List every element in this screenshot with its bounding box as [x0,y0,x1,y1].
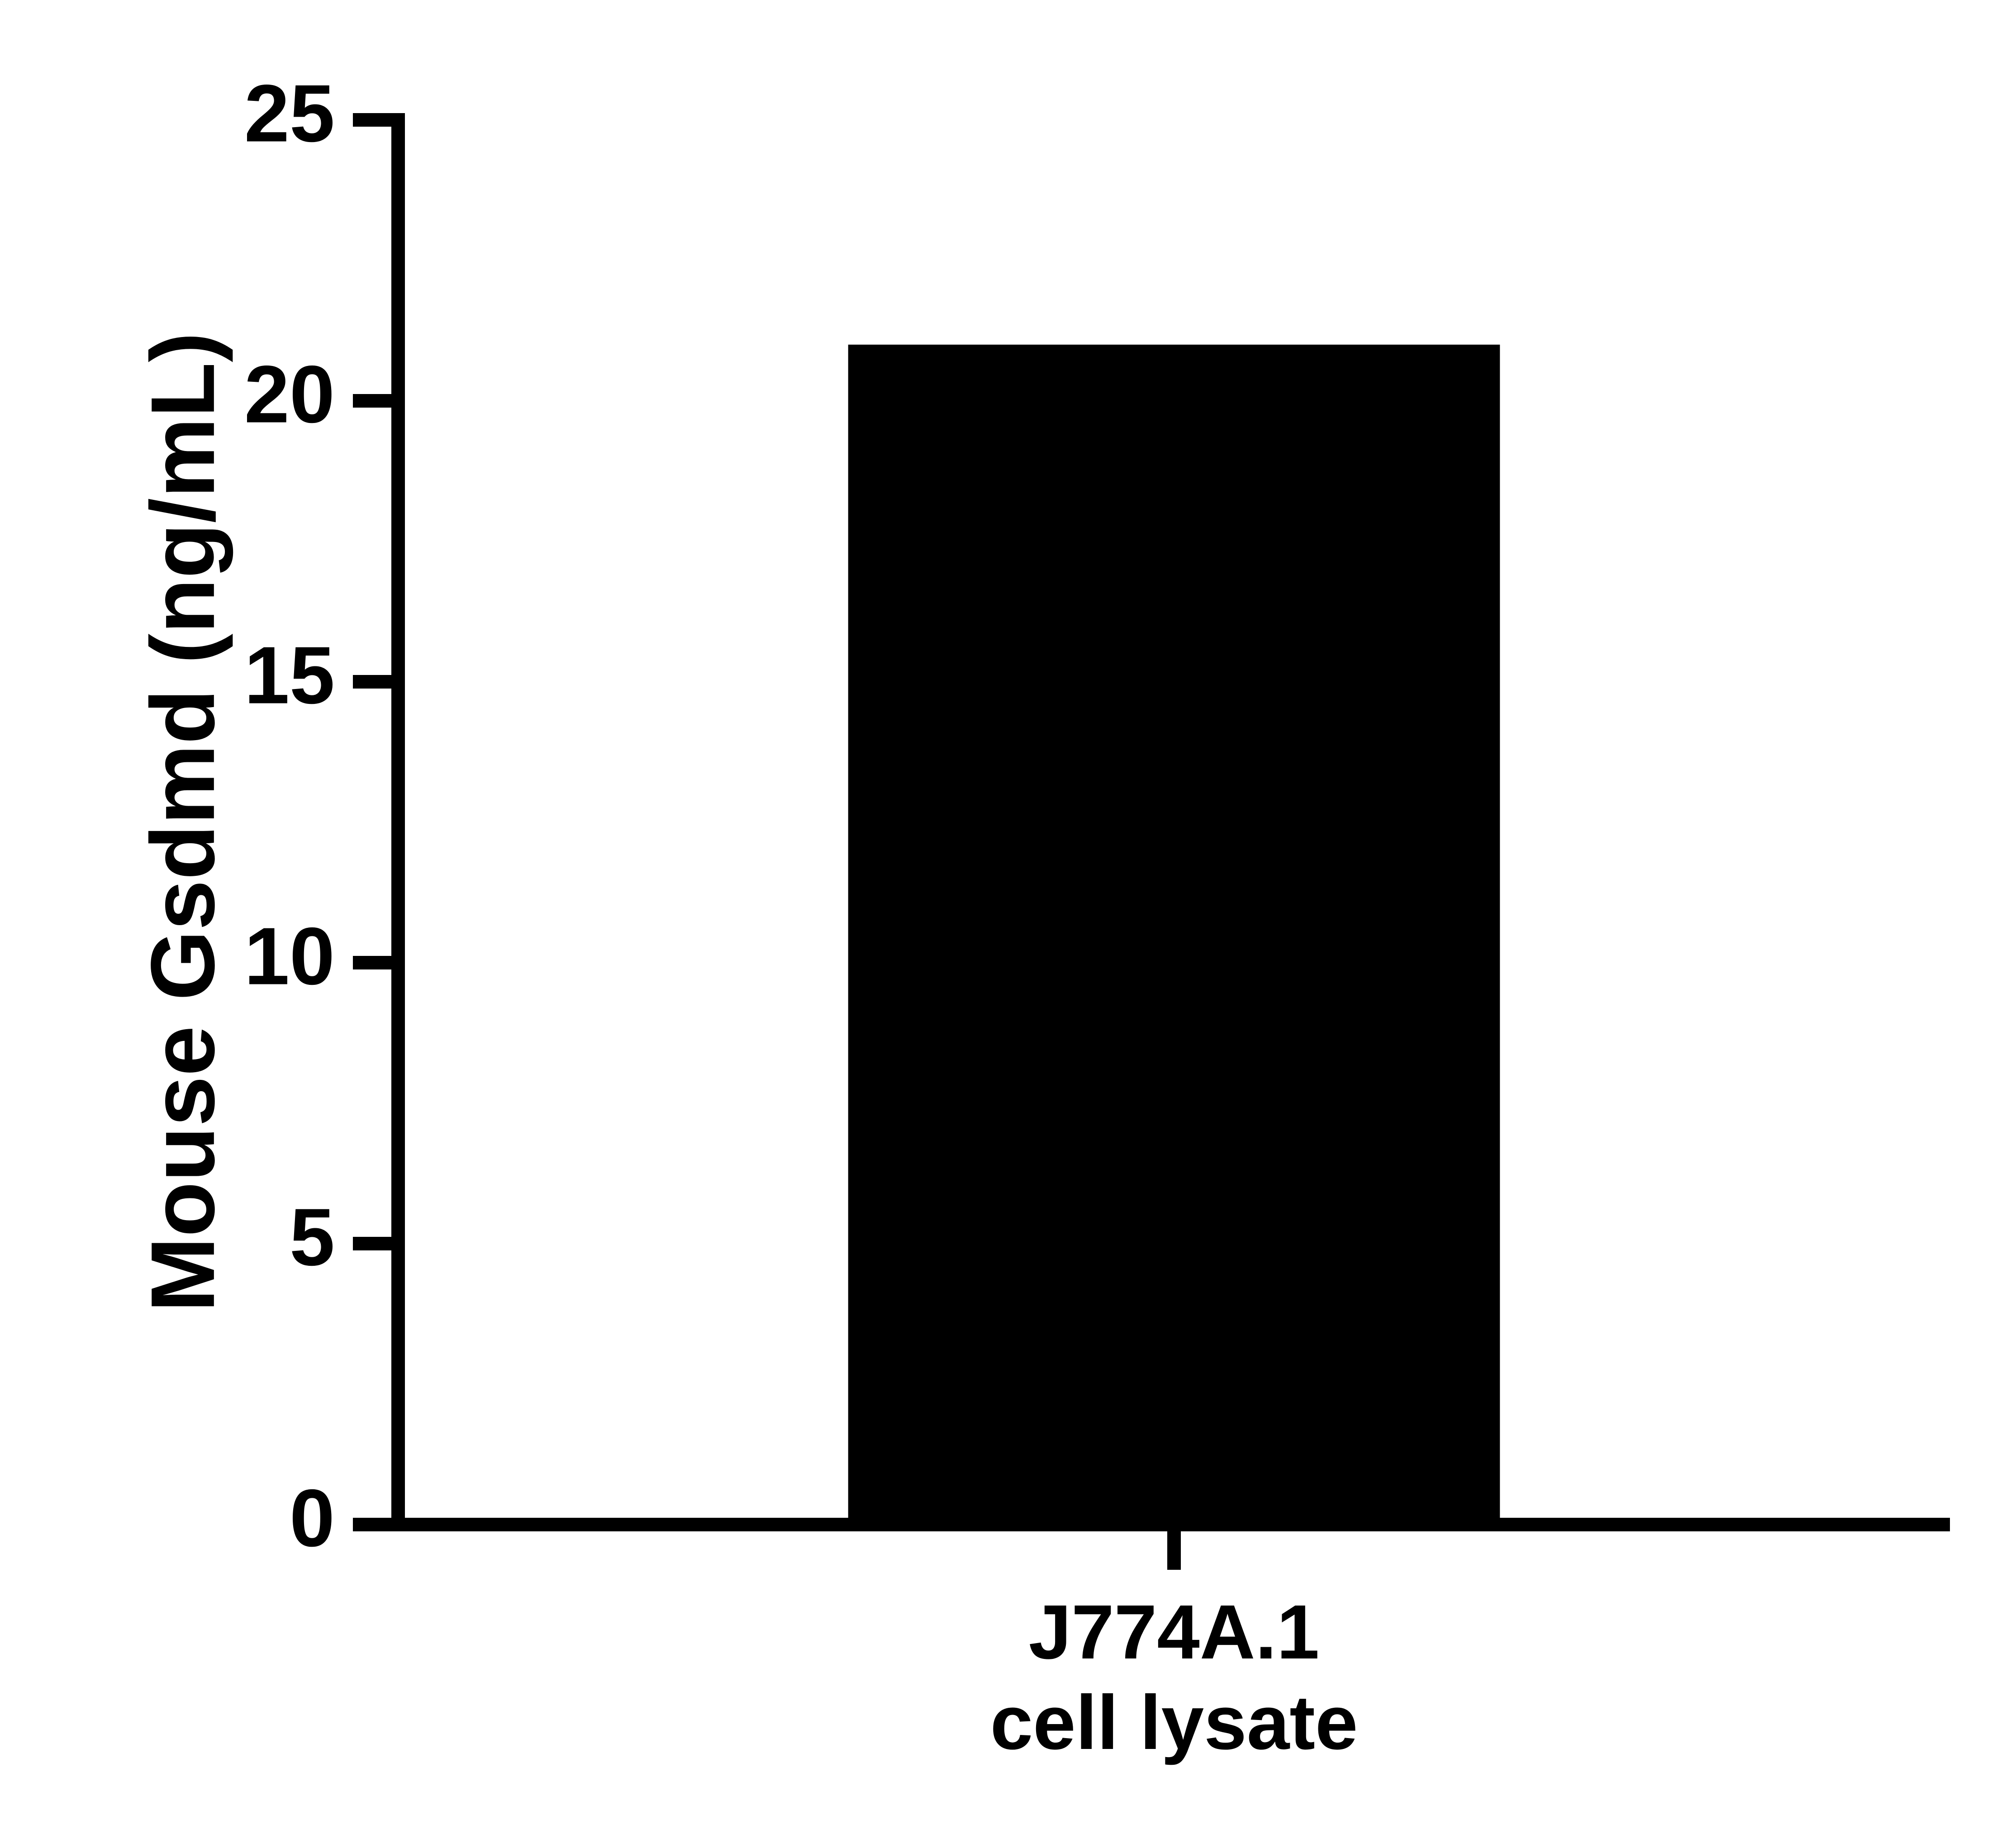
y-tick-label-15: 15 [244,630,335,721]
y-tick-label-5: 5 [290,1192,335,1283]
x-label-j774a1-line1: cell lysate [990,1680,1358,1766]
y-tick-label-20: 20 [244,349,335,440]
bar-chart: 0 5 10 15 20 25 Mouse Gsdmd (ng/mL) J774A.1cell… [0,0,2016,1834]
y-tick-label-0: 0 [290,1473,335,1564]
bar-j774a1 [848,345,1500,1525]
chart-svg: 0 5 10 15 20 25 Mouse Gsdmd (ng/mL) J774A.1cell… [0,0,2016,1834]
y-tick-label-25: 25 [244,68,335,159]
y-axis-title: Mouse Gsdmd (ng/mL) [133,332,233,1312]
x-label-j774a1-line0: J774A.1 [1029,1589,1320,1675]
y-tick-label-10: 10 [244,911,335,1002]
